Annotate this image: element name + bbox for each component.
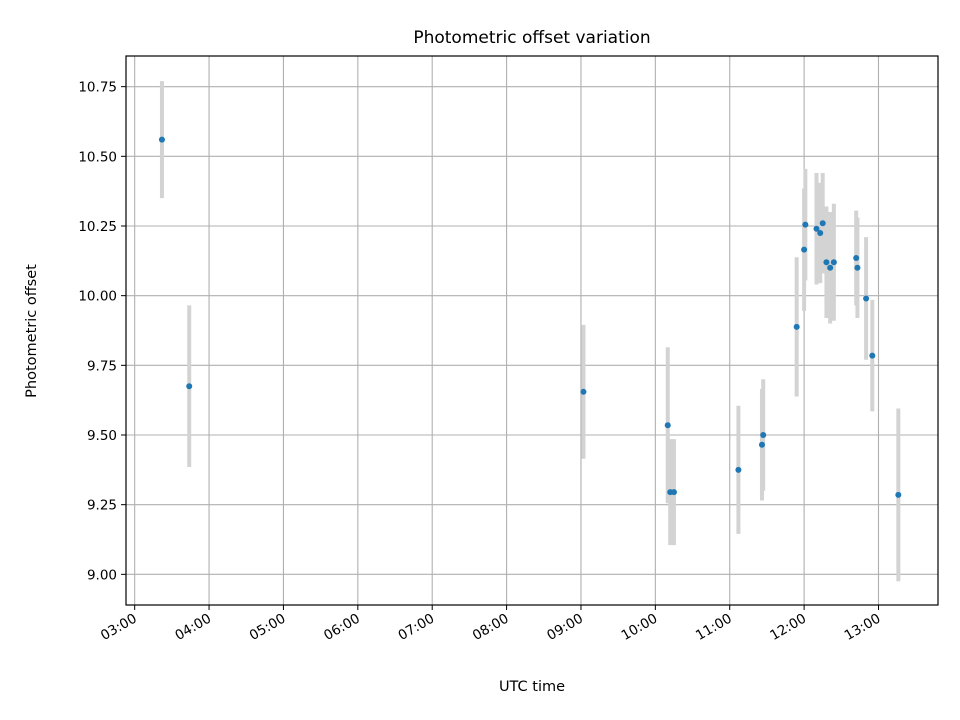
x-axis-label: UTC time — [499, 679, 565, 695]
x-tick-label: 08:00 — [470, 611, 512, 644]
data-point — [869, 352, 876, 359]
data-point — [793, 323, 800, 330]
y-tick-label: 9.25 — [87, 498, 117, 514]
y-tick-label: 10.75 — [78, 80, 117, 96]
data-points — [158, 136, 902, 498]
x-tick-label: 04:00 — [172, 611, 214, 644]
data-point — [827, 264, 834, 271]
data-point — [813, 225, 820, 232]
data-point — [853, 255, 860, 262]
x-tick-label: 09:00 — [544, 611, 586, 644]
data-point — [823, 259, 830, 266]
y-tick-label: 10.00 — [78, 289, 117, 305]
data-point — [817, 229, 824, 236]
y-tick-label: 10.25 — [78, 219, 117, 235]
data-point — [670, 489, 677, 496]
data-point — [802, 221, 809, 228]
data-point — [186, 383, 193, 390]
chart-title: Photometric offset variation — [413, 28, 650, 48]
y-tick-label: 9.00 — [87, 567, 117, 583]
data-point — [758, 441, 765, 448]
data-point — [760, 432, 767, 439]
x-tick-label: 05:00 — [247, 611, 289, 644]
x-tick-label: 13:00 — [842, 611, 884, 644]
ticks: 03:00 04:00 05:00 06:00 07:00 08:00 09:00 10:00… — [78, 80, 883, 644]
data-point — [819, 220, 826, 227]
data-point — [801, 246, 808, 253]
y-tick-label: 9.75 — [87, 358, 117, 374]
data-point — [158, 136, 165, 143]
x-tick-label: 10:00 — [619, 611, 661, 644]
data-point — [664, 422, 671, 429]
data-point — [863, 295, 870, 302]
y-axis-label: Photometric offset — [24, 264, 40, 398]
data-point — [830, 259, 837, 266]
x-tick-label: 11:00 — [693, 611, 735, 644]
y-tick-label: 9.50 — [87, 428, 117, 444]
x-tick-label: 06:00 — [321, 611, 363, 644]
x-tick-label: 03:00 — [98, 611, 140, 644]
data-point — [895, 491, 902, 498]
data-point — [580, 388, 587, 395]
grid — [126, 56, 938, 605]
y-tick-label: 10.50 — [78, 149, 117, 165]
plot-frame — [125, 55, 939, 606]
x-tick-label: 12:00 — [767, 611, 809, 644]
x-tick-label: 07:00 — [396, 611, 438, 644]
data-point — [735, 466, 742, 473]
data-point — [854, 264, 861, 271]
